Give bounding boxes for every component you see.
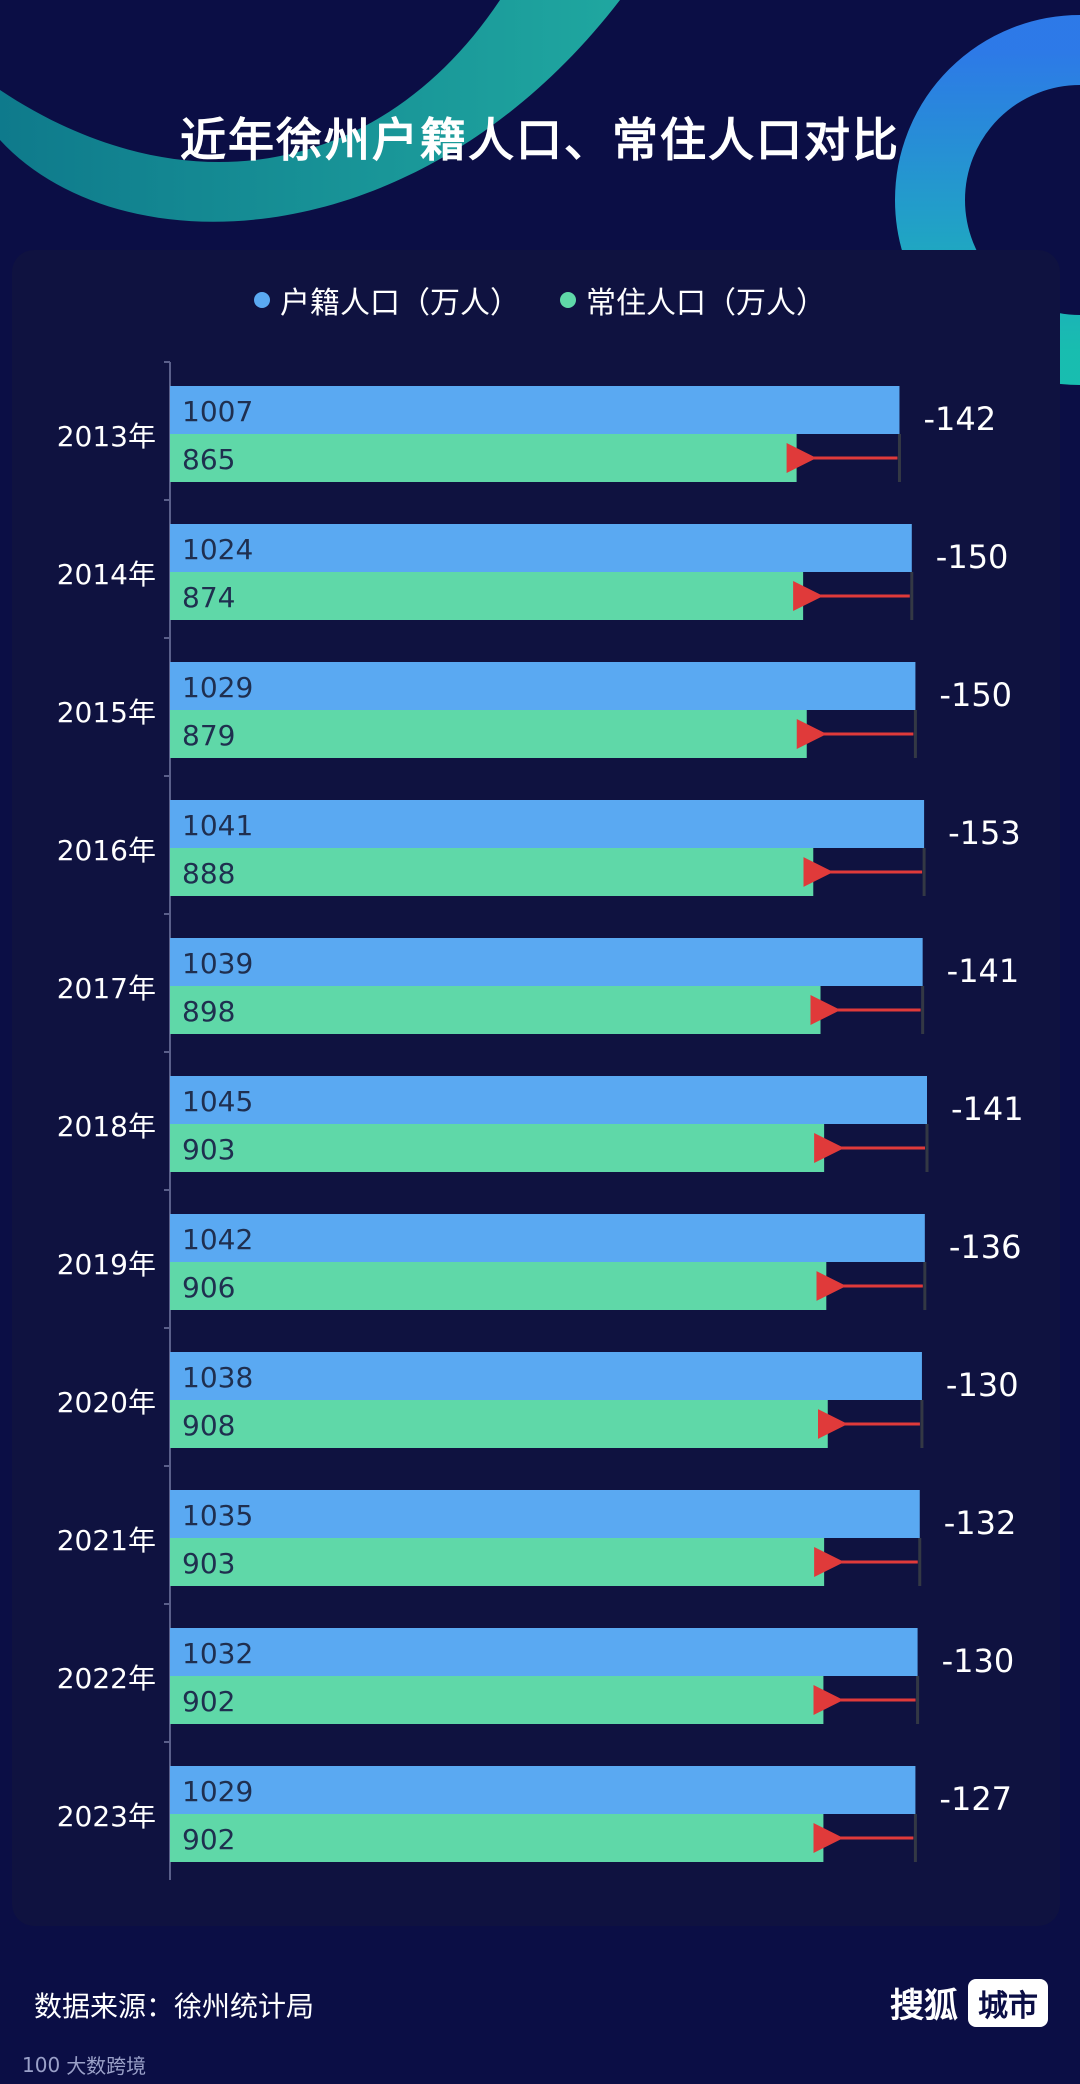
category-label: 2017年 (57, 972, 156, 1005)
bar-resident (170, 986, 821, 1034)
chart-legend: 户籍人口（万人） 常住人口（万人） (0, 278, 1080, 322)
bar-registered (170, 938, 923, 986)
difference-label: -141 (947, 952, 1020, 990)
value-label-registered: 1032 (182, 1637, 253, 1670)
bar-resident (170, 434, 797, 482)
category-label: 2015年 (57, 696, 156, 729)
value-label-resident: 888 (182, 857, 235, 890)
value-label-resident: 902 (182, 1685, 235, 1718)
watermark-text: 大数跨境 (66, 2054, 147, 2078)
difference-label: -136 (949, 1228, 1022, 1266)
difference-label: -150 (939, 676, 1012, 714)
value-label-resident: 898 (182, 995, 235, 1028)
difference-label: -153 (948, 814, 1021, 852)
value-label-registered: 1029 (182, 671, 253, 704)
bar-registered (170, 1490, 920, 1538)
bar-registered (170, 662, 916, 710)
bar-registered (170, 1766, 916, 1814)
category-label: 2019年 (57, 1248, 156, 1281)
value-label-resident: 865 (182, 443, 235, 476)
category-label: 2020年 (57, 1386, 156, 1419)
value-label-resident: 879 (182, 719, 235, 752)
category-label: 2014年 (57, 558, 156, 591)
value-label-resident: 874 (182, 581, 235, 614)
value-label-resident: 902 (182, 1823, 235, 1856)
bar-registered (170, 524, 912, 572)
category-label: 2018年 (57, 1110, 156, 1143)
category-label: 2022年 (57, 1662, 156, 1695)
data-source-note: 数据来源：徐州统计局 (34, 1990, 315, 2023)
category-label: 2023年 (57, 1800, 156, 1833)
legend-label-resident: 常住人口（万人） (586, 286, 826, 321)
value-label-registered: 1039 (182, 947, 253, 980)
brand-tag: 城市 (968, 1978, 1048, 2027)
category-label: 2016年 (57, 834, 156, 867)
bar-registered (170, 1214, 925, 1262)
difference-label: -150 (936, 538, 1009, 576)
legend-item-resident: 常住人口（万人） (560, 278, 826, 322)
difference-label: -141 (951, 1090, 1024, 1128)
difference-label: -130 (946, 1366, 1019, 1404)
bar-resident (170, 710, 807, 758)
value-label-resident: 903 (182, 1133, 235, 1166)
value-label-registered: 1029 (182, 1775, 253, 1808)
brand-logo: 搜狐 城市 (890, 1978, 1048, 2027)
legend-dot-resident (560, 292, 576, 308)
value-label-registered: 1038 (182, 1361, 253, 1394)
bar-registered (170, 1628, 918, 1676)
bar-registered (170, 1076, 927, 1124)
bar-resident (170, 1124, 825, 1172)
difference-label: -142 (923, 400, 996, 438)
value-label-resident: 903 (182, 1547, 235, 1580)
watermark-logo: 100 (22, 2052, 61, 2077)
bar-registered (170, 1352, 922, 1400)
value-label-registered: 1045 (182, 1085, 253, 1118)
value-label-registered: 1042 (182, 1223, 253, 1256)
value-label-resident: 906 (182, 1271, 235, 1304)
bar-registered (170, 386, 900, 434)
bar-resident (170, 1814, 824, 1862)
watermark: 100 大数跨境 (22, 2050, 146, 2079)
value-label-registered: 1035 (182, 1499, 253, 1532)
value-label-registered: 1024 (182, 533, 253, 566)
bar-registered (170, 800, 925, 848)
legend-label-registered: 户籍人口（万人） (280, 286, 520, 321)
bar-resident (170, 1676, 824, 1724)
bar-resident (170, 572, 804, 620)
legend-item-registered: 户籍人口（万人） (254, 278, 520, 322)
bar-resident (170, 848, 814, 896)
category-label: 2021年 (57, 1524, 156, 1557)
bar-resident (170, 1262, 827, 1310)
category-label: 2013年 (57, 420, 156, 453)
value-label-registered: 1041 (182, 809, 253, 842)
difference-label: -127 (939, 1780, 1012, 1818)
value-label-registered: 1007 (182, 395, 253, 428)
legend-dot-registered (254, 292, 270, 308)
page-title: 近年徐州户籍人口、常住人口对比 (180, 113, 900, 167)
value-label-resident: 908 (182, 1409, 235, 1442)
difference-label: -130 (942, 1642, 1015, 1680)
brand-name: 搜狐 (890, 1986, 958, 2026)
bar-resident (170, 1538, 825, 1586)
bar-resident (170, 1400, 828, 1448)
difference-label: -132 (944, 1504, 1017, 1542)
